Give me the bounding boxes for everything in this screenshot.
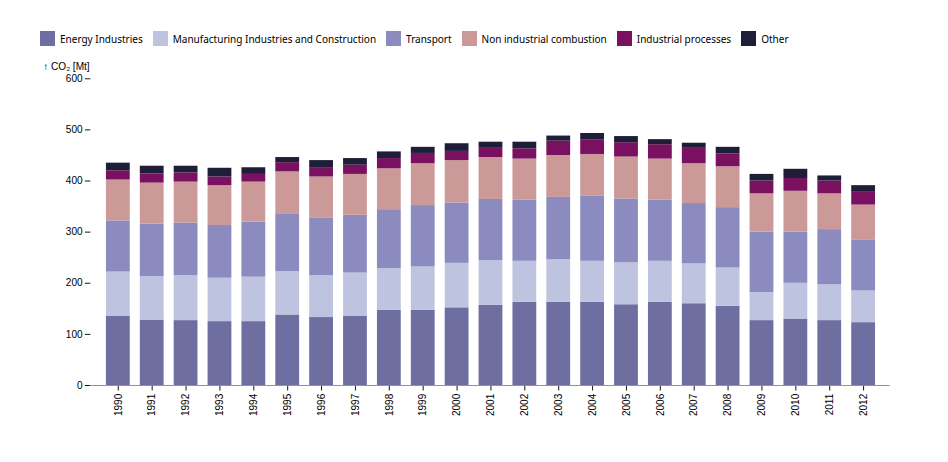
html-text:Industrial processes: Industrial processes xyxy=(636,31,732,46)
svg-text:100: 100 xyxy=(66,329,83,340)
svg-text:1998: 1998 xyxy=(384,393,395,416)
svg-text:600: 600 xyxy=(66,73,83,84)
svg-text:1991: 1991 xyxy=(146,393,157,416)
html-text:Manufacturing Industries and C: Manufacturing Industries and Constructio… xyxy=(172,31,377,46)
svg-text:200: 200 xyxy=(66,277,83,288)
html-text:Transport: Transport xyxy=(406,31,452,46)
svg-text:2000: 2000 xyxy=(451,393,462,416)
svg-text:↑ CO₂ [Mt]: ↑ CO₂ [Mt] xyxy=(43,61,90,72)
svg-text:1992: 1992 xyxy=(180,393,191,416)
svg-text:400: 400 xyxy=(66,175,83,186)
svg-text:2003: 2003 xyxy=(553,393,564,416)
svg-text:1999: 1999 xyxy=(417,393,428,416)
svg-text:2005: 2005 xyxy=(621,393,632,416)
svg-text:1995: 1995 xyxy=(282,393,293,416)
svg-text:1990: 1990 xyxy=(113,393,124,416)
svg-text:2008: 2008 xyxy=(722,393,733,416)
html-text:Energy Industries: Energy Industries xyxy=(60,31,143,46)
svg-text:500: 500 xyxy=(66,124,83,135)
svg-text:2006: 2006 xyxy=(655,393,666,416)
svg-text:2007: 2007 xyxy=(688,393,699,416)
svg-text:2012: 2012 xyxy=(858,393,869,416)
html-text:Non industrial combustion: Non industrial combustion xyxy=(481,31,607,46)
svg-text:2004: 2004 xyxy=(587,393,598,416)
svg-text:2011: 2011 xyxy=(824,393,835,415)
svg-text:2009: 2009 xyxy=(756,393,767,416)
svg-text:1993: 1993 xyxy=(214,393,225,416)
svg-text:0: 0 xyxy=(77,380,83,391)
svg-text:1996: 1996 xyxy=(316,393,327,416)
svg-text:1997: 1997 xyxy=(350,393,361,416)
html-text:Other: Other xyxy=(761,31,789,46)
svg-text:2001: 2001 xyxy=(485,393,496,416)
svg-text:2010: 2010 xyxy=(790,393,801,416)
svg-text:1994: 1994 xyxy=(248,393,259,416)
svg-text:300: 300 xyxy=(66,226,83,237)
svg-text:2002: 2002 xyxy=(519,393,530,416)
